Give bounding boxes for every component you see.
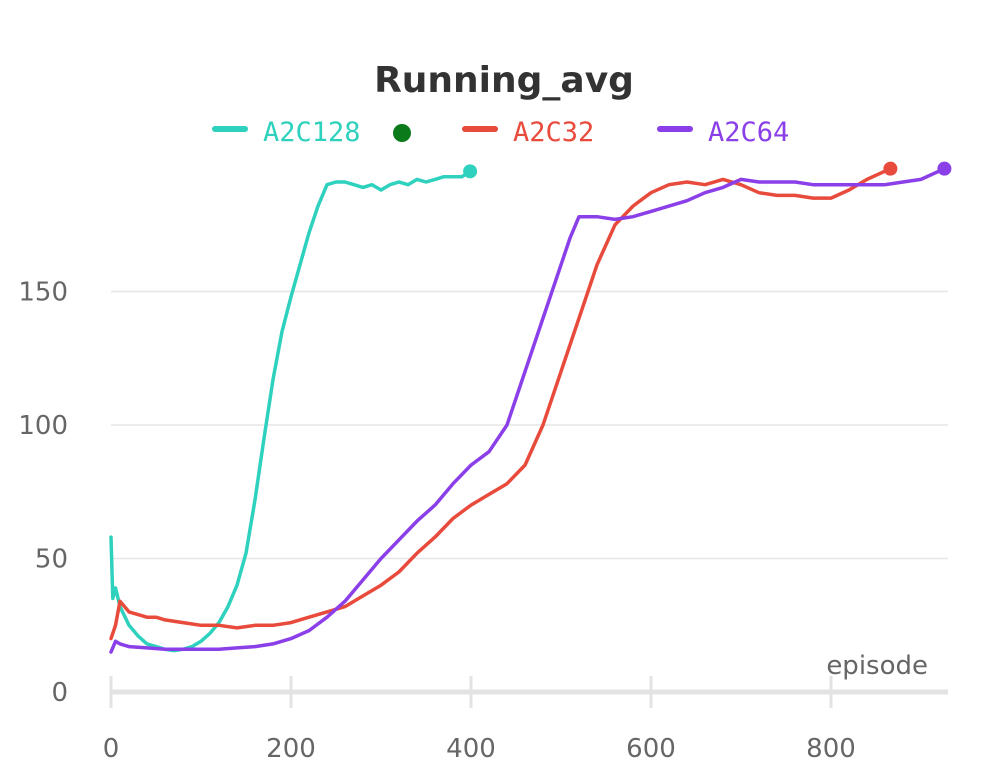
y-tick-label-100: 100 <box>18 411 68 441</box>
y-tick-label-50: 50 <box>35 545 68 575</box>
series-line-a2c32 <box>109 166 893 641</box>
x-tick-label-600: 600 <box>626 734 676 764</box>
legend-label-a2c128: A2C128 <box>263 117 361 148</box>
y-tick-label-150: 150 <box>18 278 68 308</box>
x-tick-label-0: 0 <box>103 734 120 764</box>
x-tick-label-800: 800 <box>806 734 856 764</box>
series-end-point-a2c32 <box>883 161 898 176</box>
legend-label-a2c32: A2C32 <box>513 117 594 148</box>
series-end-point-a2c128 <box>463 164 478 179</box>
series-line-a2c64 <box>109 166 947 654</box>
legend: A2C128 A2C32 A2C64 <box>212 117 789 148</box>
x-tick-label-400: 400 <box>446 734 496 764</box>
legend-status-dot <box>393 124 411 142</box>
grid-lines <box>111 290 948 560</box>
y-tick-label-0: 0 <box>51 678 68 708</box>
x-axis-title: episode <box>826 651 928 681</box>
series-line-a2c128 <box>109 169 472 653</box>
axes: 0 50 100 150 0 200 400 600 800 <box>18 278 948 764</box>
series-lines <box>109 161 952 654</box>
chart-title: Running_avg <box>374 60 634 101</box>
series-end-point-a2c64 <box>937 161 952 176</box>
legend-label-a2c64: A2C64 <box>708 117 789 148</box>
x-tick-label-200: 200 <box>266 734 316 764</box>
